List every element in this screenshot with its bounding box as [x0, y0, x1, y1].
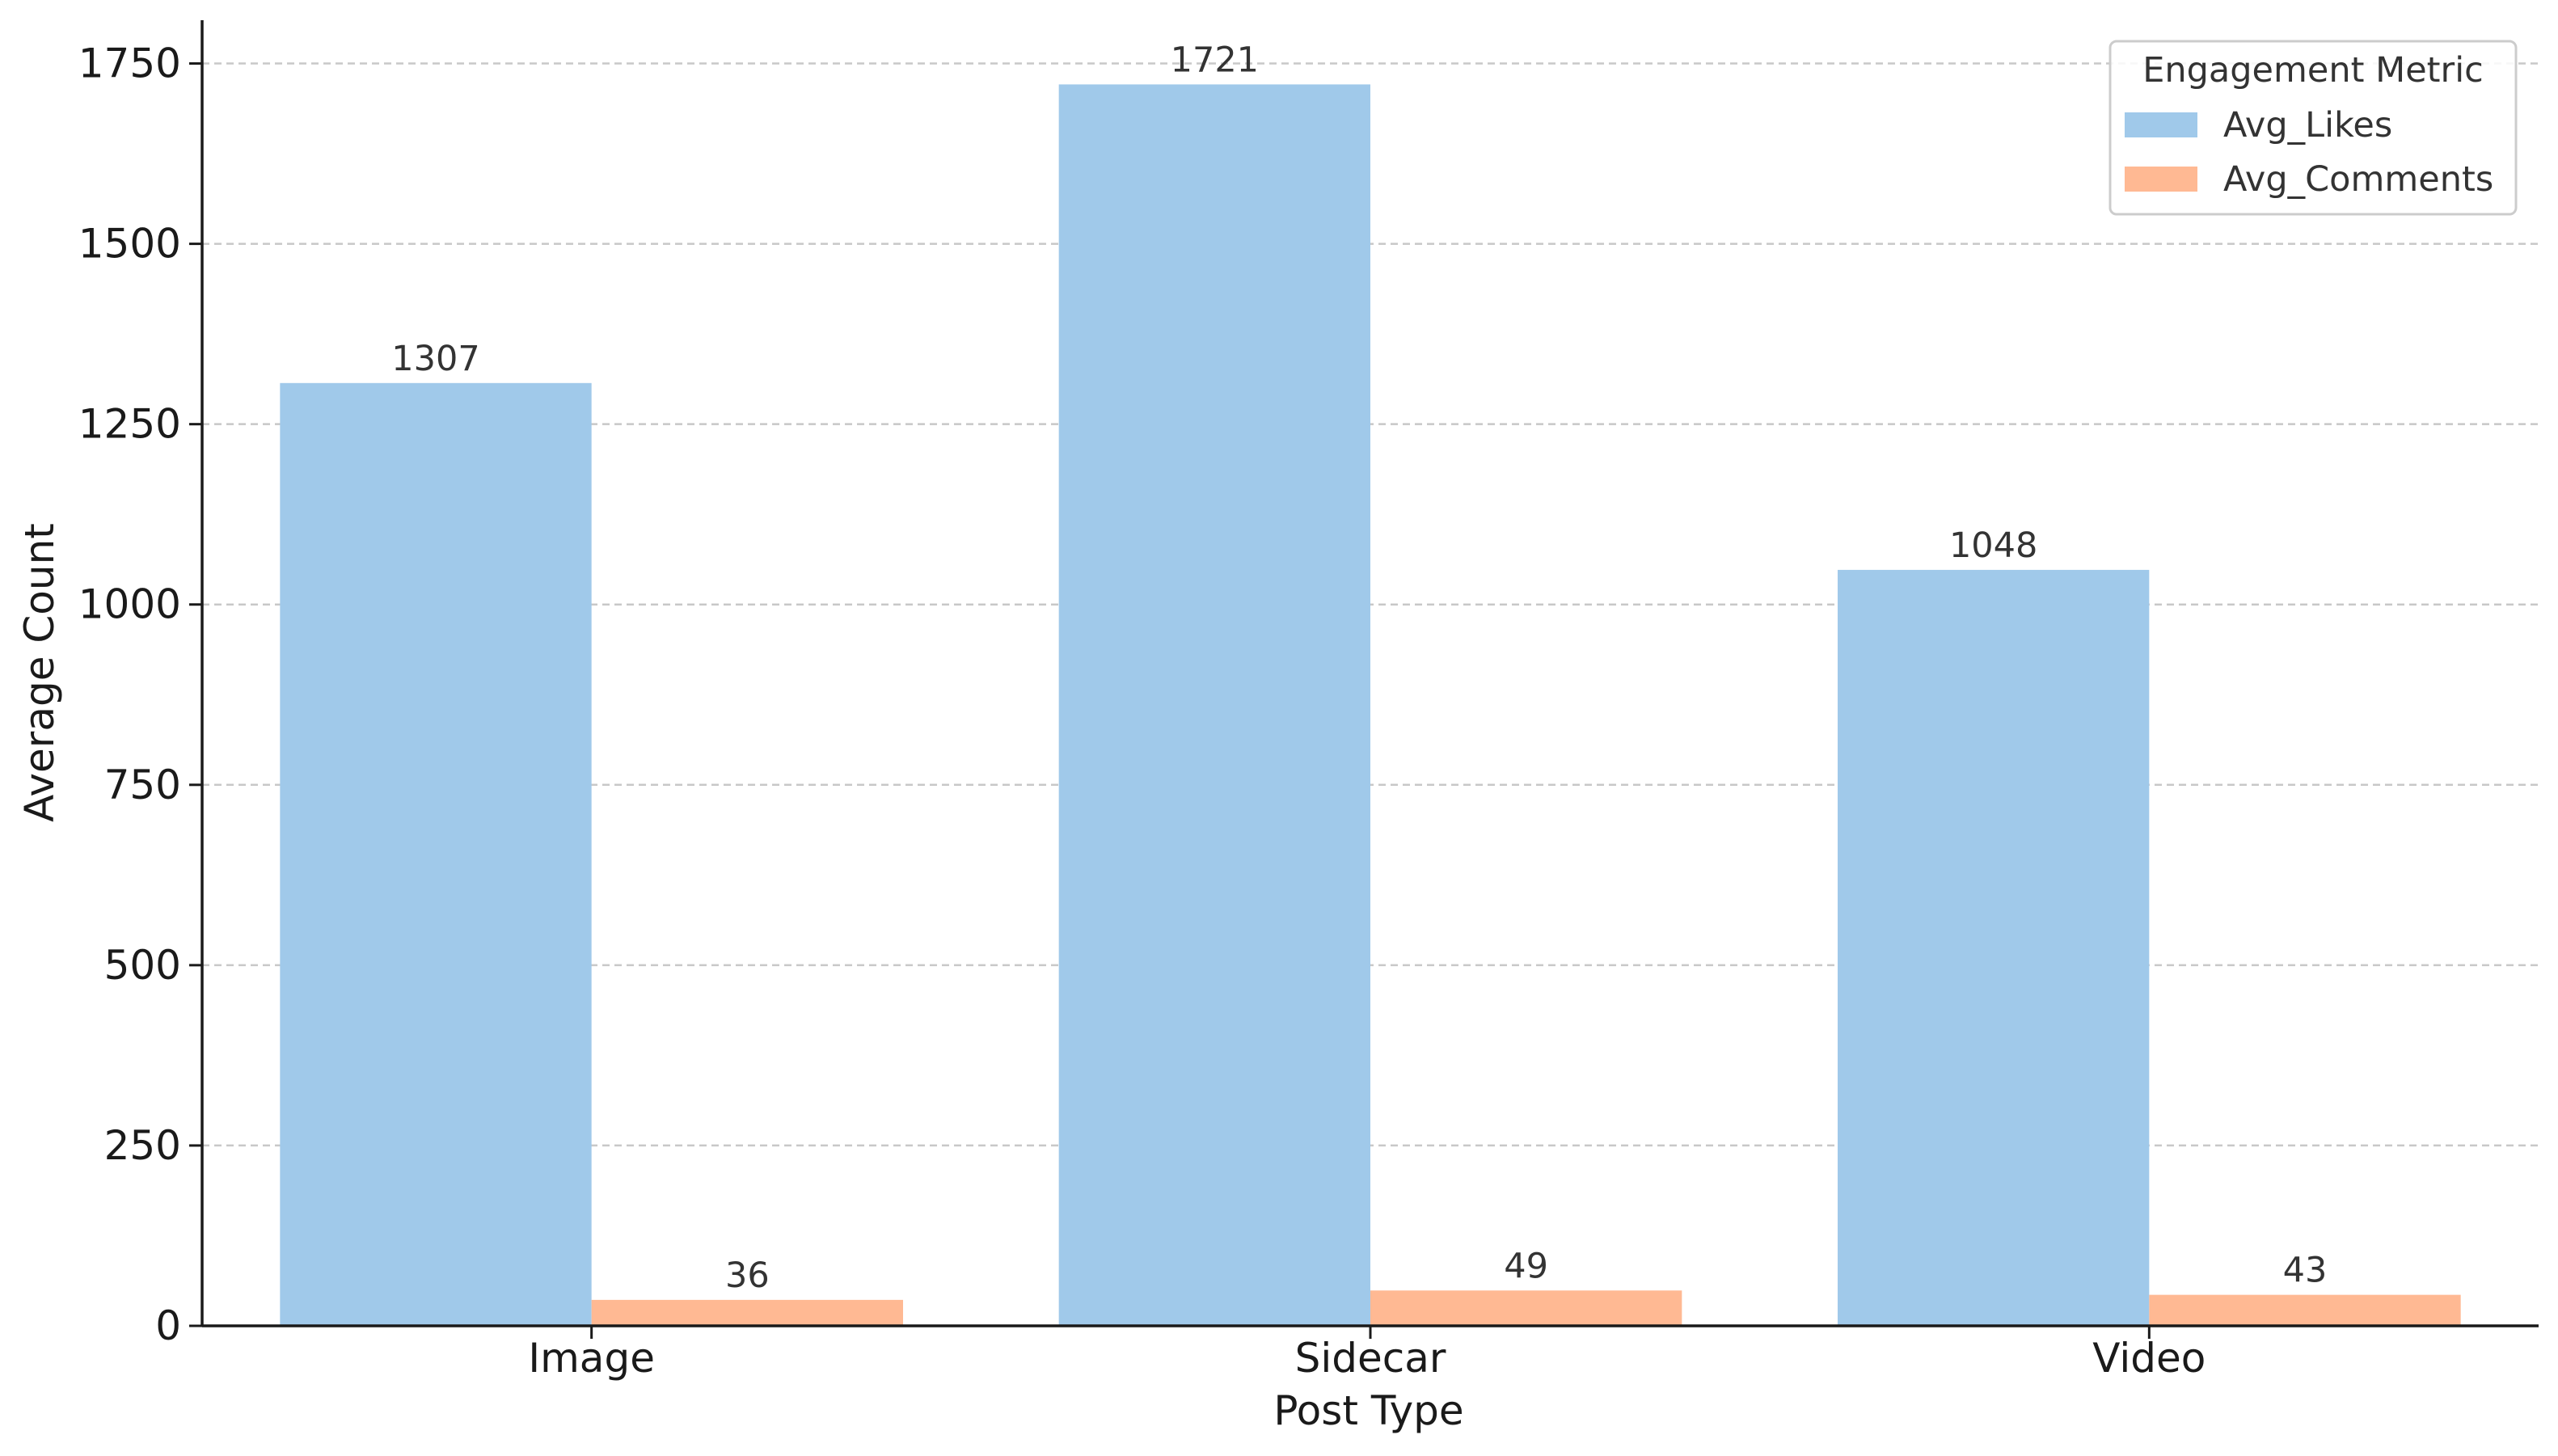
- legend-items: Avg_Likes Avg_Comments: [2125, 105, 2493, 200]
- legend-swatch: [2125, 167, 2197, 192]
- legend: Engagement Metric Avg_Likes Avg_Comments: [2108, 40, 2518, 216]
- bar-avg-likes-sidecar: [1058, 84, 1370, 1326]
- data-label: 43: [2283, 1251, 2328, 1291]
- y-tick-label: 1750: [78, 40, 181, 87]
- x-tick-label: Image: [528, 1335, 655, 1382]
- y-tick-label: 500: [104, 942, 181, 989]
- tick-labels: 0 250 500 750 1000 1250 1500 1750 Image Sidecar Vi…: [78, 40, 2206, 1382]
- axes: [189, 20, 2539, 1339]
- legend-title: Engagement Metric: [2142, 50, 2484, 91]
- legend-entry-label: Avg_Comments: [2223, 159, 2493, 200]
- y-tick-label: 1000: [78, 581, 181, 628]
- x-tick-label: Video: [2092, 1335, 2206, 1382]
- y-tick-label: 1500: [78, 221, 181, 268]
- legend-frame: [2108, 40, 2518, 216]
- bar-avg-comments-sidecar: [1370, 1290, 1682, 1326]
- data-labels: 1307 1721 1048 36 49 43: [391, 40, 2327, 1295]
- bar-avg-likes-image: [280, 382, 592, 1327]
- data-label: 1307: [391, 339, 479, 379]
- legend-swatch: [2125, 112, 2197, 137]
- data-label: 36: [725, 1256, 770, 1296]
- y-tick-label: 0: [155, 1302, 181, 1349]
- y-tick-label: 250: [104, 1122, 181, 1169]
- y-tick-label: 1250: [78, 401, 181, 448]
- y-axis-label: Average Count: [16, 523, 63, 822]
- bar-avg-likes-video: [1838, 569, 2150, 1326]
- bar-avg-comments-video: [2149, 1294, 2461, 1326]
- x-axis-label: Post Type: [1273, 1387, 1463, 1434]
- legend-entry-label: Avg_Likes: [2223, 105, 2392, 146]
- x-tick-label: Sidecar: [1295, 1335, 1446, 1382]
- data-label: 49: [1504, 1246, 1548, 1286]
- data-label: 1048: [1949, 525, 2037, 566]
- y-tick-label: 750: [104, 762, 181, 808]
- bar-avg-comments-image: [591, 1299, 903, 1326]
- data-label: 1721: [1171, 40, 1259, 80]
- bars: [280, 84, 2461, 1327]
